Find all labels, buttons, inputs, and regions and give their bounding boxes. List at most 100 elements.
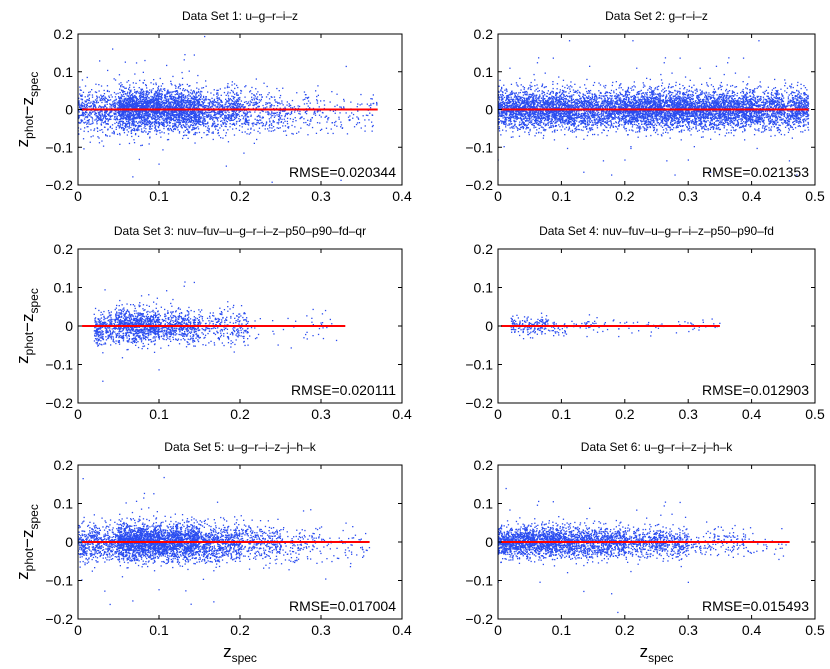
data-point — [271, 127, 273, 129]
data-point — [119, 132, 121, 135]
data-point — [351, 112, 353, 114]
data-point — [254, 118, 256, 120]
data-point — [154, 205, 155, 206]
data-point — [95, 91, 98, 94]
data-point — [143, 112, 145, 115]
data-point — [533, 105, 535, 107]
data-point — [235, 113, 238, 115]
data-point — [543, 103, 545, 105]
data-point — [90, 105, 93, 107]
data-point — [96, 123, 98, 125]
data-point — [269, 120, 271, 122]
data-point — [136, 107, 138, 109]
data-point — [163, 101, 165, 104]
data-point — [133, 114, 136, 116]
data-point — [140, 144, 142, 147]
data-point — [222, 117, 224, 119]
data-point — [218, 104, 220, 106]
data-point — [280, 121, 282, 123]
data-point — [538, 105, 540, 107]
data-point — [193, 112, 195, 114]
data-point — [211, 116, 213, 118]
data-point — [171, 110, 173, 113]
data-point — [131, 124, 133, 126]
data-point — [186, 115, 188, 117]
data-point — [167, 124, 169, 126]
data-point — [98, 113, 100, 115]
data-point — [202, 118, 204, 120]
data-point — [166, 93, 169, 95]
data-point — [555, 98, 557, 101]
data-point — [220, 113, 222, 115]
data-point — [145, 90, 147, 92]
data-point — [215, 125, 217, 128]
data-point — [87, 102, 90, 104]
data-point — [89, 115, 91, 117]
data-point — [95, 112, 97, 115]
data-point — [548, 101, 550, 103]
data-point — [359, 104, 361, 106]
data-point — [134, 73, 136, 75]
data-point — [156, 111, 158, 113]
data-point — [543, 134, 545, 137]
data-point — [157, 106, 160, 108]
data-point — [233, 134, 236, 136]
data-point — [231, 84, 233, 86]
data-point — [132, 103, 134, 105]
data-point — [528, 95, 530, 97]
data-point — [293, 106, 296, 108]
data-point — [198, 104, 200, 106]
data-point — [248, 105, 250, 107]
data-point — [86, 76, 88, 79]
data-point — [190, 105, 192, 108]
data-point — [200, 93, 202, 95]
data-point — [155, 103, 157, 105]
data-point — [316, 122, 319, 124]
data-point — [160, 115, 162, 117]
data-point — [137, 104, 140, 106]
data-point — [225, 123, 228, 125]
data-point — [222, 122, 225, 124]
data-point — [218, 111, 220, 113]
data-point — [226, 100, 228, 102]
data-point — [510, 101, 512, 103]
data-point — [160, 116, 162, 118]
data-point — [185, 126, 187, 128]
data-point — [166, 91, 168, 93]
data-point — [127, 111, 129, 113]
data-point — [181, 71, 183, 74]
data-point — [360, 93, 362, 96]
data-point — [146, 95, 149, 98]
data-point — [176, 118, 178, 120]
data-point — [115, 93, 117, 95]
data-point — [152, 97, 155, 99]
data-point — [371, 114, 373, 116]
data-point — [203, 124, 205, 126]
data-point — [231, 123, 233, 126]
data-point — [82, 104, 84, 106]
data-point — [155, 103, 157, 105]
data-point — [518, 95, 520, 98]
data-point — [161, 122, 163, 124]
data-point — [539, 110, 541, 112]
data-point — [166, 114, 169, 116]
data-point — [132, 105, 135, 107]
data-point — [188, 131, 191, 133]
data-point — [205, 106, 207, 109]
data-point — [189, 95, 192, 97]
data-point — [155, 82, 157, 84]
data-point — [144, 112, 147, 114]
data-point — [119, 101, 122, 103]
data-point — [115, 112, 117, 114]
data-point — [84, 85, 87, 87]
data-point — [278, 102, 280, 104]
data-point — [150, 95, 152, 98]
data-point — [522, 85, 524, 88]
data-point — [559, 115, 561, 118]
data-point — [134, 106, 136, 109]
data-point — [147, 132, 149, 135]
data-point — [274, 129, 276, 131]
data-point — [129, 98, 131, 100]
data-point — [270, 113, 272, 115]
y-tick-label: −0.2 — [45, 177, 73, 193]
